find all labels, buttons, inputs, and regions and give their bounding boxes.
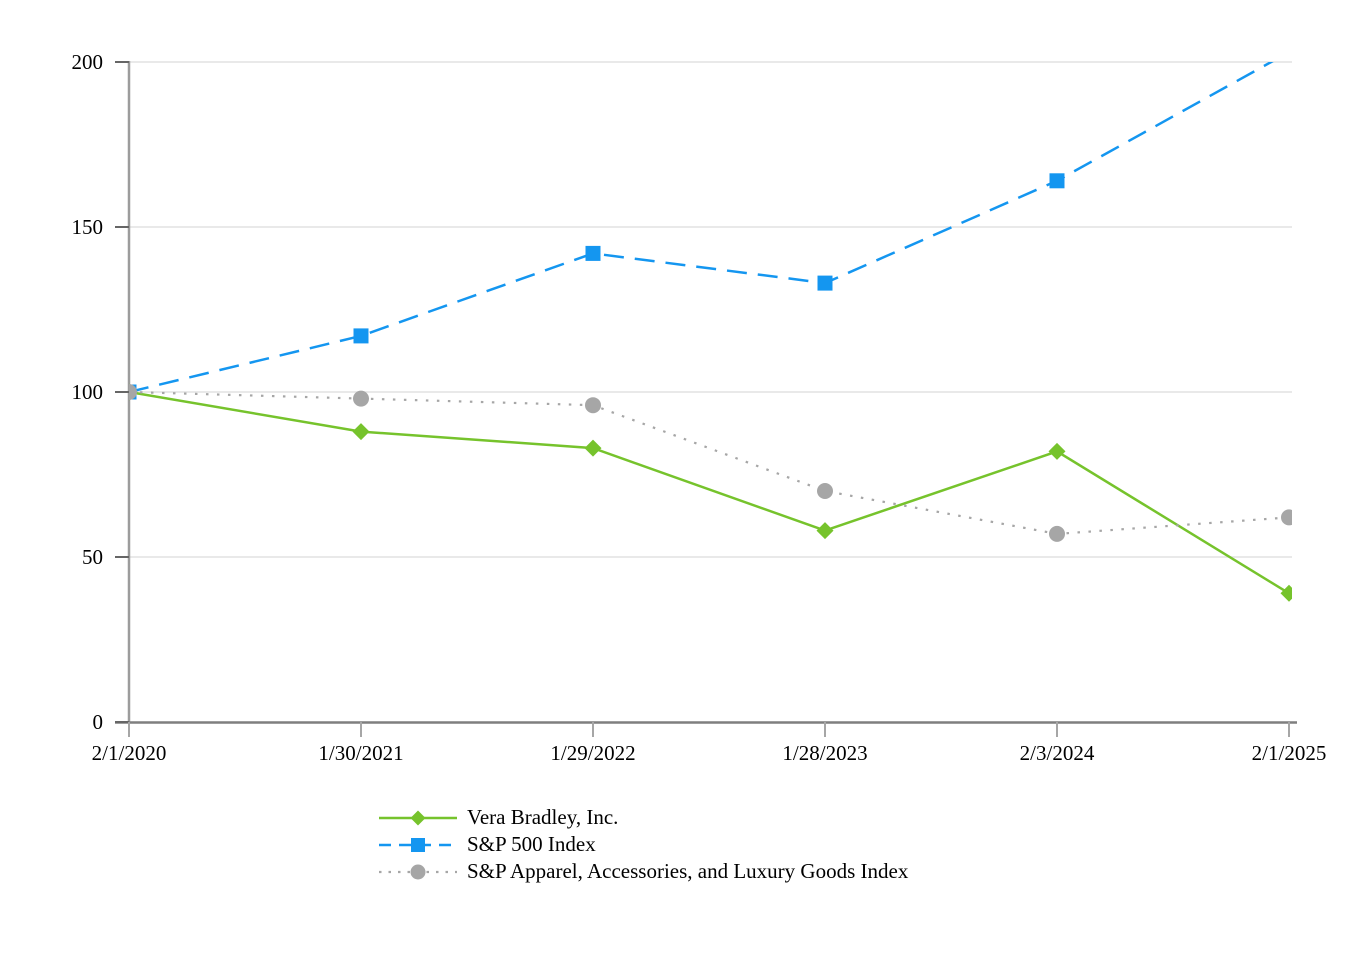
y-tick-label: 0: [93, 710, 104, 734]
data-point-marker: [1049, 525, 1065, 542]
legend-swatch-sp-apparel: [379, 864, 457, 879]
legend-item-vera-bradley: Vera Bradley, Inc.: [378, 804, 908, 831]
series-1: [129, 45, 1297, 400]
y-tick-label: 150: [72, 215, 104, 239]
chart-legend: Vera Bradley, Inc. S&P 500 Index S&P App…: [378, 804, 908, 885]
legend-label-sp500: S&P 500 Index: [467, 832, 596, 856]
legend-item-sp500: S&P 500 Index: [378, 831, 908, 858]
y-tick-label: 200: [72, 50, 104, 74]
data-point-marker: [1048, 442, 1066, 460]
data-point-marker: [353, 328, 369, 344]
y-tick-label: 50: [82, 545, 103, 569]
legend-label-vera-bradley: Vera Bradley, Inc.: [467, 805, 619, 829]
diamond-marker-icon: [410, 810, 426, 825]
data-point-marker: [1282, 45, 1297, 60]
data-point-marker: [129, 384, 137, 400]
x-tick-label: 1/30/2021: [318, 741, 403, 765]
square-marker-icon: [411, 837, 425, 852]
data-point-marker: [585, 245, 601, 261]
data-point-marker: [1280, 584, 1292, 602]
data-point-marker: [584, 439, 602, 457]
series-0: [129, 383, 1292, 602]
data-point-marker: [585, 397, 601, 414]
legend-swatch-vera-bradley: [379, 810, 457, 825]
data-point-marker: [353, 390, 369, 407]
series-line-1: [129, 62, 1274, 394]
x-tick-label: 2/1/2025: [1252, 741, 1327, 765]
legend-label-sp-apparel: S&P Apparel, Accessories, and Luxury Goo…: [467, 859, 909, 883]
data-point-marker: [1049, 173, 1065, 189]
legend-swatch-sp500: [379, 837, 457, 852]
x-tick-label: 2/1/2020: [92, 741, 167, 765]
data-point-marker: [817, 483, 833, 499]
x-tick-label: 1/29/2022: [550, 741, 635, 765]
series-2: [129, 384, 1292, 542]
y-tick-label: 100: [72, 380, 104, 404]
series-line-0: [129, 390, 1290, 595]
x-tick-label: 1/28/2023: [782, 741, 867, 765]
legend-item-sp-apparel: S&P Apparel, Accessories, and Luxury Goo…: [378, 858, 908, 885]
data-point-marker: [1281, 509, 1292, 526]
data-point-marker: [817, 275, 833, 291]
data-point-marker: [352, 423, 370, 441]
circle-marker-icon: [410, 864, 426, 879]
data-point-marker: [816, 522, 834, 540]
x-tick-label: 2/3/2024: [1020, 741, 1095, 765]
series-line-2: [129, 390, 1290, 536]
